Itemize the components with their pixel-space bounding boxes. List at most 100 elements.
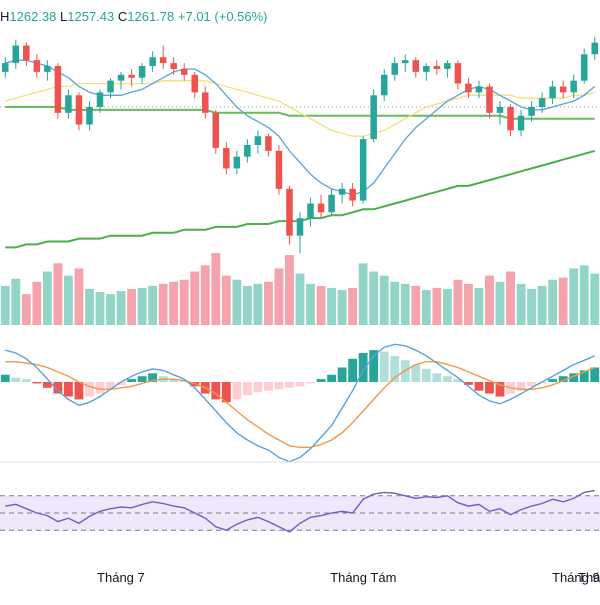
volume-bar [421,290,431,325]
macd-histogram-bar [453,379,463,382]
macd-histogram-bar [11,377,21,382]
macd-histogram-bar [474,382,484,391]
candle-down [486,86,493,113]
macd-histogram-bar [274,382,284,390]
volume-bar [369,271,379,325]
volume-bar [285,255,294,325]
volume-bar [306,283,315,325]
macd-histogram-bar [495,382,505,397]
volume-bar [95,292,105,325]
volume-bar [432,287,442,325]
candle-up [254,136,262,145]
candle-up [528,106,535,116]
macd-histogram-bar [190,382,200,387]
candle-up [359,139,367,201]
low-value: 1257.43 [67,9,115,24]
candle-down [23,45,30,61]
candle-down [212,112,220,148]
macd-histogram-bar [527,382,536,387]
candle-up [538,98,546,107]
candle-up [328,194,335,213]
candle-up [402,60,409,64]
candle-up [65,95,72,113]
macd-histogram-bar [432,373,442,382]
candle-down [433,66,441,69]
volume-bar [442,289,452,325]
volume-bar [85,289,94,325]
candle-down [412,60,420,72]
candle-up [475,86,483,93]
macd-histogram-bar [42,382,52,388]
candle-up [370,95,377,140]
macd-histogram-bar [358,353,368,382]
macd-histogram-bar [85,382,94,397]
macd-histogram-bar [74,382,84,400]
macd-histogram-bar [369,350,379,382]
macd-histogram-bar [558,376,568,382]
volume-bar [137,287,147,325]
candle-down [128,74,135,78]
volume-bar [337,290,347,325]
volume-bar [558,277,568,325]
volume-bar [516,283,526,325]
candle-down [349,188,356,201]
candle-down [507,106,514,131]
macd-histogram-bar [264,382,273,391]
macd-histogram-bar [411,364,421,382]
candle-down [223,147,230,169]
low-label: L [60,9,68,24]
time-axis-label: Tháng 7 [97,570,145,585]
macd-pane [0,343,600,463]
macd-histogram-bar [169,379,179,382]
candle-down [202,92,209,113]
close-label: C [117,9,128,24]
macd-histogram-bar [306,382,315,384]
macd-histogram-bar [285,382,294,388]
volume-bar [348,287,358,325]
volume-bar [64,275,73,325]
candle-down [286,188,293,236]
macd-histogram-bar [116,382,126,385]
macd-histogram-bar [379,351,389,382]
candle-up [96,92,104,107]
volume-bar [548,279,558,325]
macd-histogram-bar [548,379,558,382]
candle-up [580,54,588,81]
candle-up [423,66,430,72]
candle-down [275,150,283,189]
macd-histogram-bar [485,382,494,394]
macd-histogram-bar [316,379,326,382]
candle-down [265,136,272,151]
candle-up [2,63,9,72]
rsi-line [5,489,595,533]
macd-histogram-bar [148,373,158,382]
macd-histogram-bar [0,374,10,382]
volume-bar [179,279,189,325]
volume-bar [453,279,463,325]
macd-histogram-bar [390,355,400,382]
volume-bar [32,281,42,325]
candle-down [180,68,188,75]
volume-bar [411,285,421,325]
volume-bar [358,263,368,325]
volume-bar [379,275,389,325]
volume-bar [569,268,579,325]
candle-up [296,218,304,236]
volume-bar [274,268,284,325]
volume-bar [11,278,21,325]
candle-down [75,95,83,125]
moving-average-ma-green [5,106,595,120]
moving-average-ma-yellow [5,80,595,137]
candle-up [12,45,20,64]
volume-bar [200,265,210,325]
candle-up [380,74,388,96]
candle-down [159,57,167,64]
time-axis: Tháng 7 Tháng Tám Tháng 9 Thá [0,570,600,594]
macd-histogram-bar [327,374,336,382]
candle-up [444,63,451,69]
high-value: 1262.38 [9,9,57,24]
volume-bar [253,283,263,325]
candle-up [570,80,577,93]
